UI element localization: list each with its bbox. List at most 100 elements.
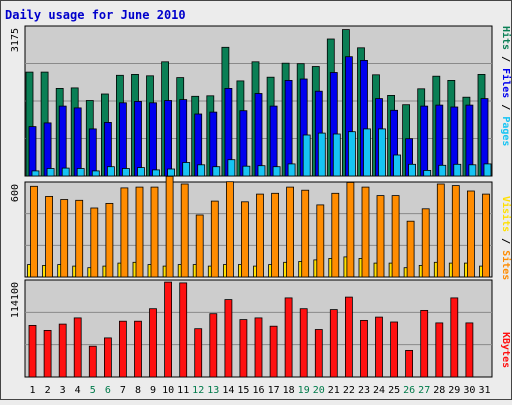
bar-pages-day-4 xyxy=(76,168,85,177)
x-tick-label-day-27: 27 xyxy=(418,385,430,396)
x-tick-label-day-25: 25 xyxy=(388,385,400,396)
bar-files-day-4 xyxy=(73,107,82,177)
legend-entry: / xyxy=(500,232,511,250)
x-tick-label-day-29: 29 xyxy=(448,385,460,396)
x-tick-label-day-21: 21 xyxy=(328,385,340,396)
bar-sites-day-9 xyxy=(150,186,159,278)
bar-pages-day-27 xyxy=(423,169,432,177)
bar-sites-day-28 xyxy=(436,183,445,278)
bar-kbytes-day-23 xyxy=(360,319,368,378)
bar-pages-day-2 xyxy=(46,168,55,177)
bar-sites-day-25 xyxy=(391,195,400,278)
y-axis-max-label: 114100 xyxy=(10,282,21,318)
bar-sites-day-18 xyxy=(286,186,295,278)
x-tick-label-day-15: 15 xyxy=(237,385,249,396)
bar-files-day-10 xyxy=(164,100,173,177)
bar-sites-day-22 xyxy=(346,181,355,278)
bar-kbytes-day-11 xyxy=(179,282,188,378)
x-tick-label-day-6: 6 xyxy=(105,385,111,396)
bar-kbytes-day-14 xyxy=(224,299,233,378)
bar-sites-day-26 xyxy=(406,220,415,278)
bar-sites-day-16 xyxy=(256,193,264,278)
x-tick-label-day-11: 11 xyxy=(177,385,189,396)
bar-pages-day-30 xyxy=(468,164,477,177)
bar-pages-day-28 xyxy=(438,164,447,177)
bar-pages-day-1 xyxy=(31,170,40,177)
bar-sites-day-14 xyxy=(225,181,234,278)
series-files xyxy=(28,56,489,177)
bar-sites-day-3 xyxy=(60,199,69,278)
bar-pages-day-22 xyxy=(347,131,356,177)
x-tick-label-day-2: 2 xyxy=(45,385,51,396)
visits-panel: 600 Visits / Sites xyxy=(10,175,512,280)
bar-files-day-8 xyxy=(134,101,142,177)
bar-pages-day-31 xyxy=(483,163,492,177)
bar-pages-day-8 xyxy=(137,167,145,177)
x-tick-label-day-14: 14 xyxy=(222,385,234,396)
bar-pages-day-9 xyxy=(152,169,160,177)
bar-pages-day-11 xyxy=(182,162,191,177)
bar-sites-day-31 xyxy=(482,193,490,278)
bar-pages-day-19 xyxy=(302,134,311,177)
bar-kbytes-day-12 xyxy=(194,328,203,378)
bar-sites-day-2 xyxy=(45,195,53,278)
x-tick-label-day-13: 13 xyxy=(207,385,219,396)
bar-sites-day-21 xyxy=(331,192,340,278)
bar-sites-day-30 xyxy=(466,190,475,278)
x-tick-label-day-19: 19 xyxy=(298,385,310,396)
bar-kbytes-day-28 xyxy=(435,322,444,378)
bar-pages-day-20 xyxy=(317,132,326,177)
bar-pages-day-29 xyxy=(453,163,462,177)
bar-kbytes-day-9 xyxy=(149,308,157,378)
bar-files-day-9 xyxy=(149,102,157,177)
bar-pages-day-7 xyxy=(122,168,130,177)
bar-kbytes-day-16 xyxy=(254,317,263,378)
bar-pages-day-25 xyxy=(393,154,402,177)
legend-entry: Files xyxy=(500,68,512,98)
x-tick-label-day-26: 26 xyxy=(403,385,415,396)
bar-kbytes-day-29 xyxy=(450,297,459,378)
bar-files-day-18 xyxy=(284,80,293,177)
x-tick-label-day-18: 18 xyxy=(283,385,295,396)
bar-pages-day-12 xyxy=(197,164,206,177)
x-tick-label-day-20: 20 xyxy=(313,385,325,396)
bar-pages-day-3 xyxy=(61,167,70,177)
bar-pages-day-23 xyxy=(363,128,371,177)
bar-kbytes-day-5 xyxy=(88,345,97,378)
bar-pages-day-21 xyxy=(332,133,341,177)
bar-sites-day-4 xyxy=(75,199,84,278)
chart-panels: 3175 Hits / Files / Pages 600 Visits / Site… xyxy=(10,25,512,378)
x-tick-label-day-30: 30 xyxy=(463,385,475,396)
bar-files-day-5 xyxy=(88,128,97,177)
bar-sites-day-23 xyxy=(361,186,370,278)
bar-kbytes-day-19 xyxy=(299,308,308,378)
bar-pages-day-6 xyxy=(107,166,115,177)
bar-kbytes-day-25 xyxy=(390,321,399,378)
y-axis-max-label: 3175 xyxy=(10,28,21,52)
bar-kbytes-day-27 xyxy=(420,309,429,378)
bar-pages-day-10 xyxy=(167,168,176,177)
x-axis-day-labels: 1 2 3 4 5 6 7 8 9 10 11 12 13 14 15 16 17 18 19 20 21 22 23 24 2… xyxy=(29,385,490,396)
bar-kbytes-day-17 xyxy=(269,325,278,378)
bar-files-day-27 xyxy=(420,105,429,177)
bar-kbytes-day-7 xyxy=(119,320,127,378)
legend-entry: Pages xyxy=(500,116,511,146)
x-tick-label-day-8: 8 xyxy=(135,385,141,396)
x-tick-label-day-22: 22 xyxy=(343,385,355,396)
x-tick-label-day-4: 4 xyxy=(75,385,81,396)
bar-kbytes-day-4 xyxy=(73,317,82,378)
series-kbytes xyxy=(28,281,474,378)
bar-sites-day-13 xyxy=(210,200,219,278)
bar-pages-day-5 xyxy=(91,170,100,177)
legend-hits-panel: Hits / Files / Pages xyxy=(500,26,512,146)
bar-sites-day-20 xyxy=(316,204,325,278)
x-tick-label-day-17: 17 xyxy=(268,385,280,396)
bar-kbytes-day-18 xyxy=(284,297,293,378)
legend-entry: / xyxy=(500,50,511,68)
bar-sites-day-8 xyxy=(135,186,144,278)
x-tick-label-day-31: 31 xyxy=(478,385,490,396)
bar-kbytes-day-15 xyxy=(239,319,248,378)
bar-files-day-1 xyxy=(28,126,37,177)
bar-kbytes-day-21 xyxy=(329,309,338,378)
